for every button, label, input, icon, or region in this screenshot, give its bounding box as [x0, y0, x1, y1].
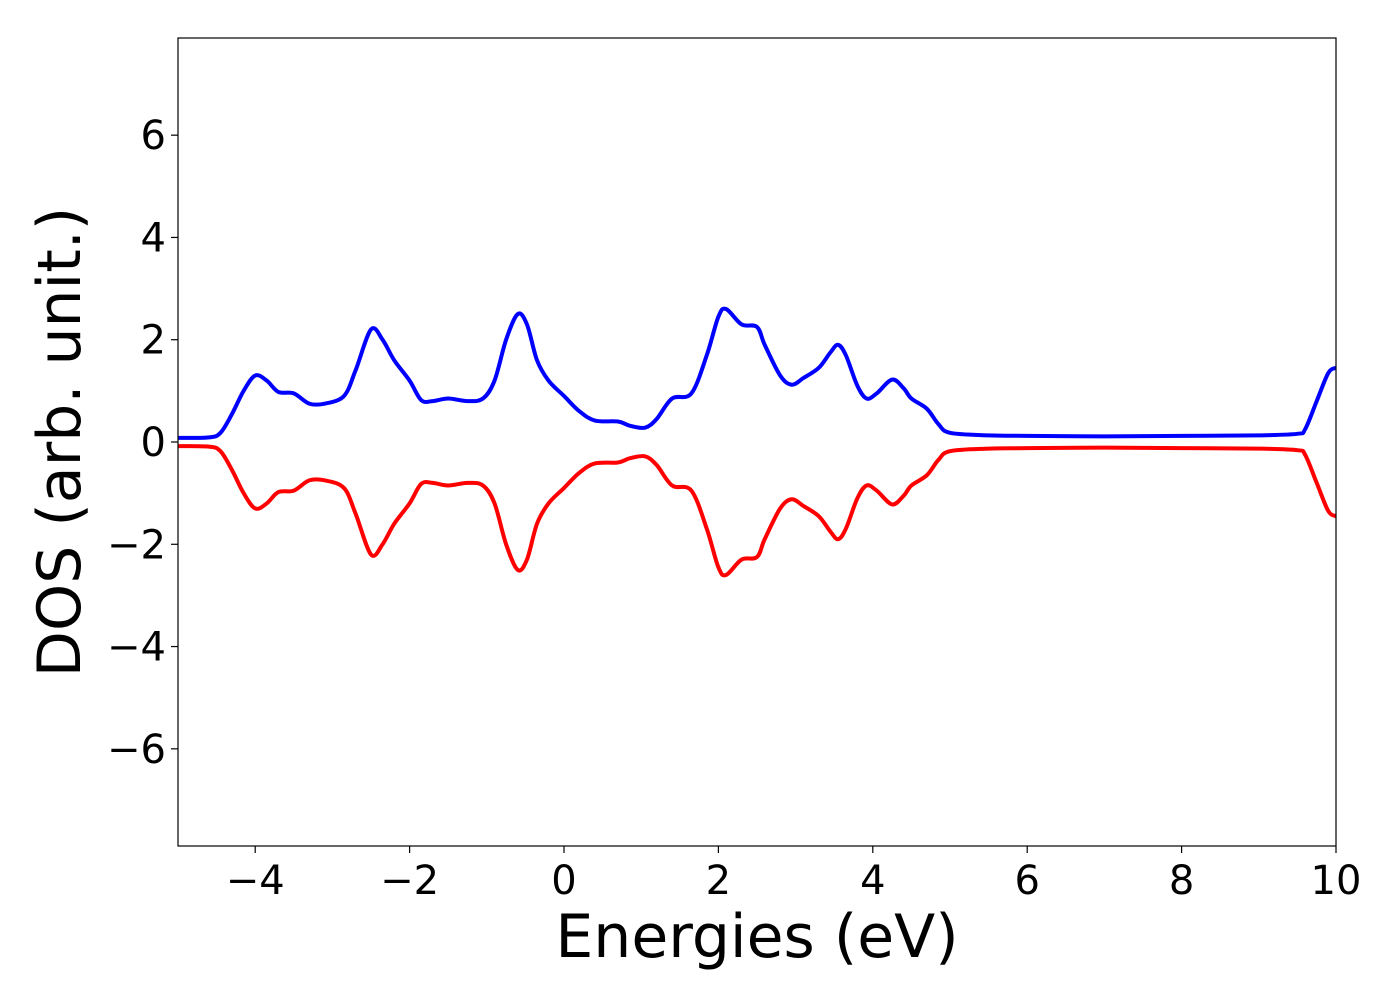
x-tick-label: 6	[1014, 858, 1039, 904]
x-tick-label: 8	[1169, 858, 1194, 904]
y-axis-label: DOS (arb. unit.)	[25, 207, 95, 677]
y-tick-label: 2	[141, 318, 166, 364]
x-axis-label: Energies (eV)	[555, 902, 958, 972]
series-layer	[178, 306, 1336, 578]
y-tick-label: 0	[141, 420, 166, 466]
x-tick-label: 2	[706, 858, 731, 904]
x-axis: −4 −2 0 2 4 6 8 10	[226, 846, 1362, 904]
x-tick-label: −2	[380, 858, 439, 904]
y-tick-label: 4	[141, 215, 166, 261]
y-tick-label: −4	[107, 625, 166, 671]
series-line-2	[178, 444, 1336, 578]
x-tick-label: −4	[226, 858, 285, 904]
y-tick-label: 6	[141, 113, 166, 159]
x-tick-label: 10	[1311, 858, 1362, 904]
y-axis: −6 −4 −2 0 2 4 6	[107, 113, 178, 773]
x-tick-label: 4	[860, 858, 885, 904]
y-tick-label: −2	[107, 522, 166, 568]
x-tick-label: 0	[551, 858, 576, 904]
y-tick-label: −6	[107, 727, 166, 773]
series-line-1	[178, 306, 1336, 440]
